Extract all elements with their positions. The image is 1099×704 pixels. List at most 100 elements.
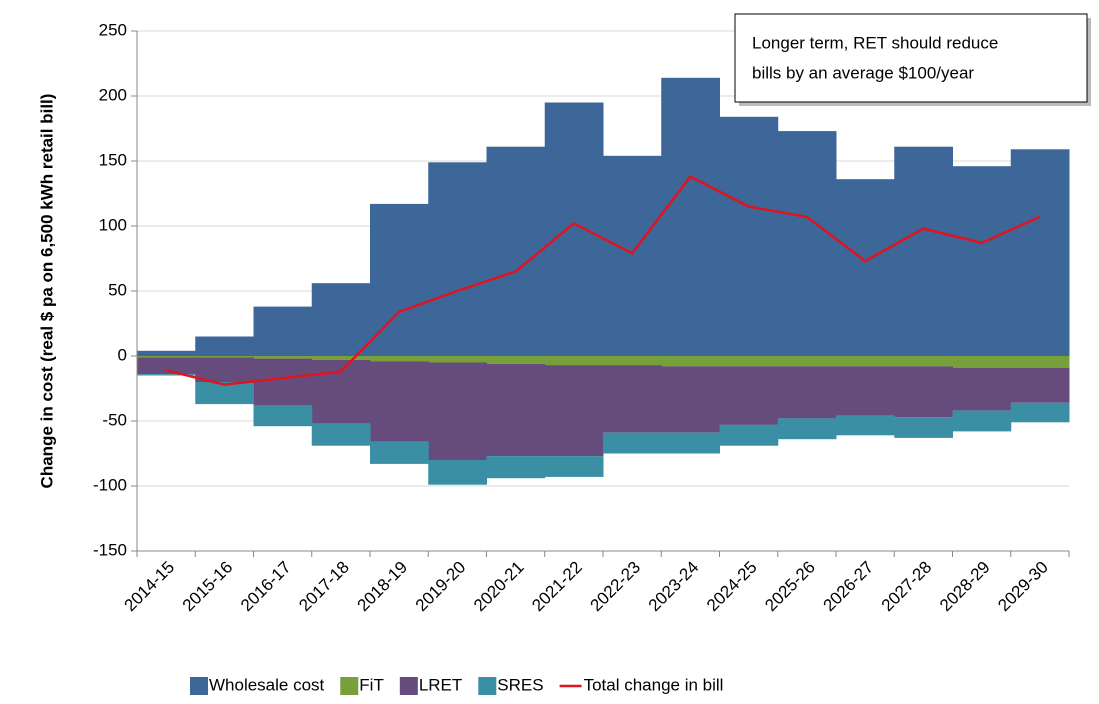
legend-item: FiT	[340, 675, 384, 695]
area-step	[894, 417, 953, 438]
y-tick-label: 0	[118, 345, 127, 364]
legend-label: SRES	[497, 675, 543, 694]
area-step	[195, 336, 254, 356]
area-step	[894, 356, 953, 367]
x-tick-label: 2019-20	[412, 558, 470, 616]
area-step	[370, 361, 429, 442]
area-step	[486, 146, 546, 356]
area-step	[253, 405, 313, 427]
legend-label: LRET	[419, 675, 462, 694]
area-step	[311, 356, 371, 360]
y-tick-label: 150	[99, 150, 127, 169]
area-step	[836, 356, 895, 367]
x-tick-label: 2016-17	[237, 558, 295, 616]
y-tick-label: 100	[99, 215, 127, 234]
area-step	[777, 356, 837, 367]
legend-label: Total change in bill	[584, 675, 724, 694]
area-step	[428, 362, 487, 460]
y-tick-label: 50	[108, 280, 127, 299]
area-step	[1010, 402, 1070, 423]
y-tick-label: -100	[93, 475, 127, 494]
area-step	[836, 179, 895, 356]
y-tick-label: -50	[102, 410, 127, 429]
x-tick-label: 2025-26	[761, 558, 819, 616]
legend-swatch	[340, 677, 359, 695]
x-tick-label: 2022-23	[587, 558, 645, 616]
area-step	[370, 356, 429, 362]
area-step	[777, 418, 837, 440]
area-step	[1010, 356, 1070, 368]
legend-item: SRES	[478, 675, 544, 695]
area-step	[137, 356, 196, 358]
legend-swatch	[399, 677, 418, 695]
area-step	[311, 359, 371, 424]
area-step	[1010, 367, 1070, 403]
y-axis-label: Change in cost (real $ pa on 6,500 kWh r…	[37, 94, 56, 489]
x-tick-label: 2017-18	[295, 558, 353, 616]
x-tick-label: 2015-16	[179, 558, 237, 616]
area-step	[1010, 149, 1070, 356]
area-step	[253, 306, 313, 356]
area-step	[603, 356, 662, 366]
x-tick-label: 2020-21	[470, 558, 528, 616]
area-step	[137, 357, 196, 375]
area-step	[952, 367, 1012, 411]
area-step	[195, 357, 254, 382]
area-step	[195, 356, 254, 358]
x-tick-label: 2018-19	[354, 558, 412, 616]
area-step	[952, 166, 1012, 356]
area-step	[719, 424, 779, 446]
area-step	[428, 356, 487, 363]
legend-swatch	[478, 677, 497, 695]
area-step	[544, 456, 604, 477]
area-step	[603, 432, 662, 454]
area-step	[661, 366, 720, 433]
area-step	[311, 283, 371, 356]
y-tick-label: -150	[93, 540, 127, 559]
area-step	[661, 356, 720, 367]
x-tick-label: 2014-15	[121, 558, 179, 616]
area-step	[777, 366, 837, 419]
area-step	[719, 356, 779, 367]
area-step	[952, 410, 1012, 432]
legend-item: Total change in bill	[559, 675, 724, 694]
area-step	[894, 366, 953, 418]
area-step	[544, 102, 604, 356]
area-step	[137, 374, 196, 376]
area-step	[719, 116, 779, 356]
y-tick-label: 200	[99, 85, 127, 104]
area-step	[370, 441, 429, 464]
x-tick-label: 2021-22	[528, 558, 586, 616]
annotation-text: Longer term, RET should reduce	[752, 33, 998, 52]
area-step	[603, 155, 662, 356]
x-tick-label: 2024-25	[703, 558, 761, 616]
area-step	[544, 356, 604, 366]
area-step	[486, 356, 546, 364]
area-step	[661, 432, 720, 454]
x-tick-label: 2026-27	[820, 558, 878, 616]
area-step	[777, 131, 837, 356]
area-step	[661, 77, 720, 357]
y-tick-label: 250	[99, 20, 127, 39]
area-step	[544, 365, 604, 457]
x-tick-label: 2027-28	[878, 558, 936, 616]
area-step	[603, 365, 662, 433]
x-tick-label: 2023-24	[645, 558, 703, 616]
legend-item: LRET	[399, 675, 462, 695]
area-step	[486, 456, 546, 479]
legend-swatch	[190, 677, 208, 695]
area-step	[719, 366, 779, 425]
area-step	[952, 356, 1012, 368]
area-step	[894, 146, 953, 356]
area-step	[137, 350, 196, 356]
total-line	[165, 175, 1041, 386]
x-tick-label: 2029-30	[994, 558, 1052, 616]
legend-item: Wholesale cost	[190, 675, 325, 695]
legend-label: Wholesale cost	[209, 675, 325, 694]
annotation-text: bills by an average $100/year	[752, 63, 974, 82]
annotation-box	[734, 13, 1088, 103]
area-step	[836, 366, 895, 416]
area-step	[195, 382, 254, 405]
area-step	[253, 356, 313, 359]
area-step	[253, 358, 313, 406]
